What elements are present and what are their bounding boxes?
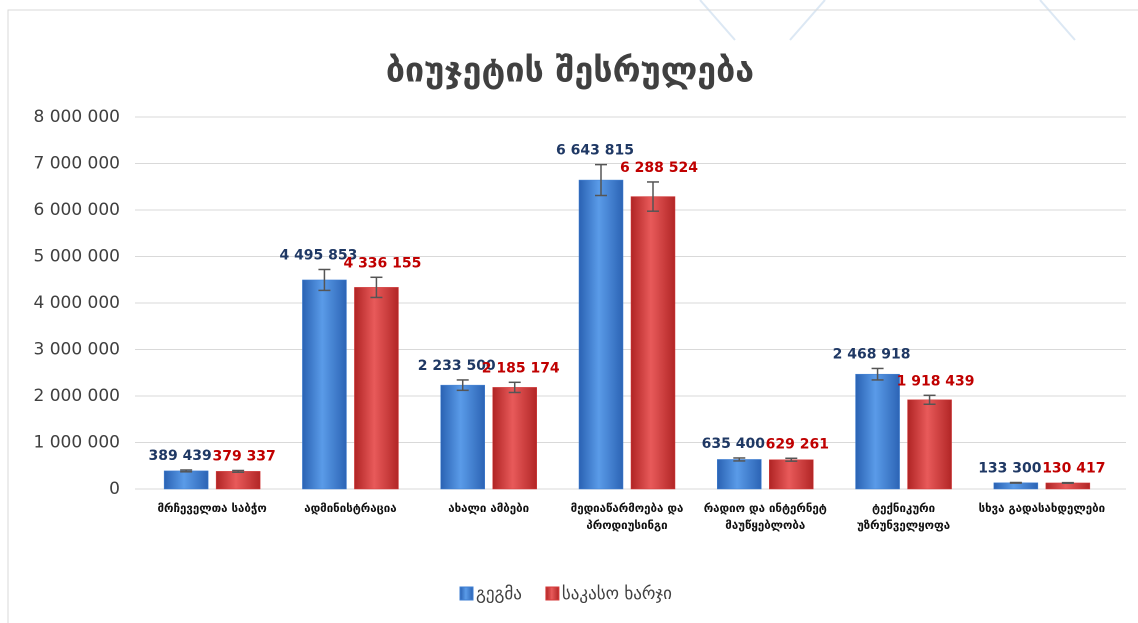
chart-title: ბიუჯეტის შესრულება [386,51,754,91]
data-label: 6 643 815 [556,143,634,159]
bar [215,471,261,490]
x-tick-label: მედიაწარმოება და პროდიუსინგი [570,501,684,532]
x-tick-label: ტექნიკური უზრუნველყოფა [856,501,951,532]
bar [492,387,537,490]
y-tick-label: 7 000 000 [33,154,120,174]
data-label: 2 233 500 [418,358,496,374]
legend-label: საკასო ხარჯი [562,584,672,604]
bar [855,373,900,490]
legend-swatch [545,586,560,601]
y-tick-label: 5 000 000 [33,247,120,267]
decoration [699,0,736,41]
data-label: 4 495 853 [279,247,357,263]
bar [440,384,485,490]
chart-frame [7,9,1138,623]
bar [630,196,676,490]
data-label: 1 918 439 [897,373,975,389]
y-tick-label: 8 000 000 [33,107,120,127]
x-tick-label: სხვა გადასახდელები [978,501,1106,515]
legend-swatch [459,586,474,601]
y-tick-label: 4 000 000 [33,293,120,313]
bar [163,470,209,490]
x-tick-label: რადიო და ინტერნეტ მაუწყებლობა [703,501,827,532]
x-tick-label: ადმინისტრაცია [304,501,397,515]
bar [302,279,347,490]
bar [907,399,952,490]
data-label: 379 337 [212,448,275,464]
x-tick-label: მრჩეველთა საბჭო [157,501,267,515]
data-label: 629 261 [766,436,829,452]
decoration [789,0,826,41]
y-tick-label: 2 000 000 [33,386,120,406]
data-label: 6 288 524 [620,160,698,176]
data-label: 133 300 [978,460,1042,476]
bar [717,459,762,490]
bar [578,179,624,490]
y-tick-label: 3 000 000 [33,340,120,360]
data-label: 2 468 918 [833,346,911,362]
x-tick-label: ახალი ამბები [448,501,530,515]
bar [769,459,814,490]
y-tick-label: 6 000 000 [33,200,120,220]
data-label: 2 185 174 [482,360,560,376]
data-label: 635 400 [702,436,766,452]
data-label: 130 417 [1042,461,1105,477]
legend-label: გეგმა [476,584,522,604]
decoration [1039,0,1076,41]
y-tick-label: 1 000 000 [33,433,120,453]
data-label: 389 439 [148,448,211,464]
bar [354,287,399,490]
y-tick-label: 0 [109,479,120,499]
data-label: 4 336 155 [343,255,421,271]
